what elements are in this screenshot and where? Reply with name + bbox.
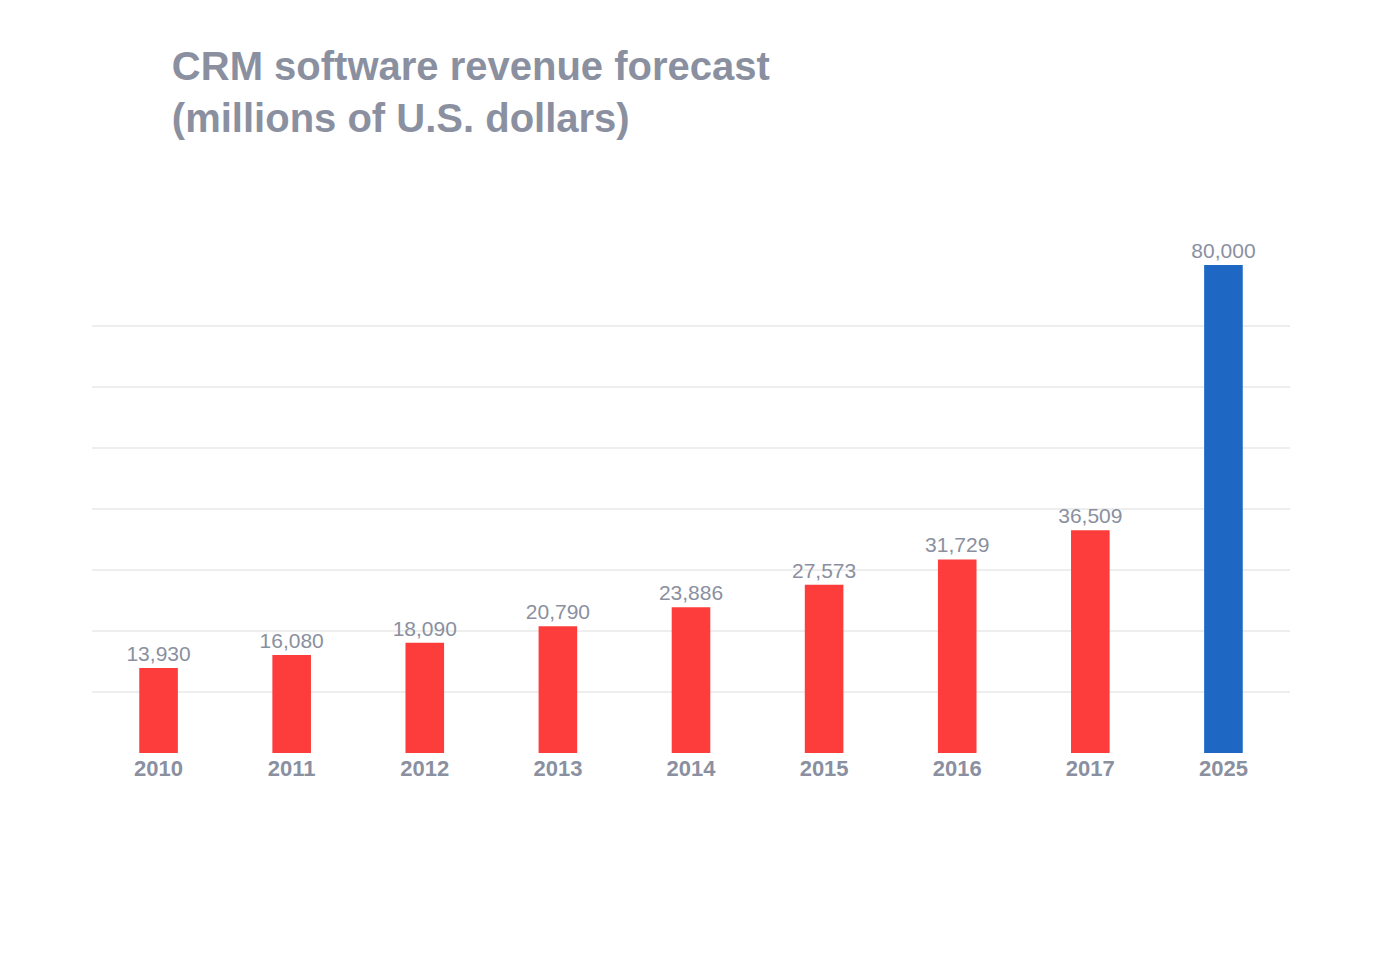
svg-text:2014: 2014: [667, 756, 717, 781]
svg-text:2016: 2016: [933, 756, 982, 781]
svg-text:27,573: 27,573: [792, 559, 856, 582]
svg-text:2025: 2025: [1199, 756, 1248, 781]
svg-text:80,000: 80,000: [1191, 239, 1255, 262]
svg-text:36,509: 36,509: [1058, 504, 1122, 527]
svg-text:2011: 2011: [268, 756, 316, 781]
svg-text:16,080: 16,080: [260, 629, 324, 652]
svg-text:2010: 2010: [134, 756, 183, 781]
svg-text:2013: 2013: [533, 756, 582, 781]
svg-text:13,930: 13,930: [126, 642, 190, 665]
svg-text:2017: 2017: [1066, 756, 1115, 781]
svg-text:31,729: 31,729: [925, 533, 989, 556]
svg-text:23,886: 23,886: [659, 581, 723, 604]
svg-text:2015: 2015: [800, 756, 849, 781]
svg-text:20,790: 20,790: [526, 600, 590, 623]
svg-text:CRM software revenue forecast(: CRM software revenue forecast(millions o…: [172, 44, 770, 140]
svg-text:2012: 2012: [400, 756, 449, 781]
svg-text:18,090: 18,090: [393, 617, 457, 640]
